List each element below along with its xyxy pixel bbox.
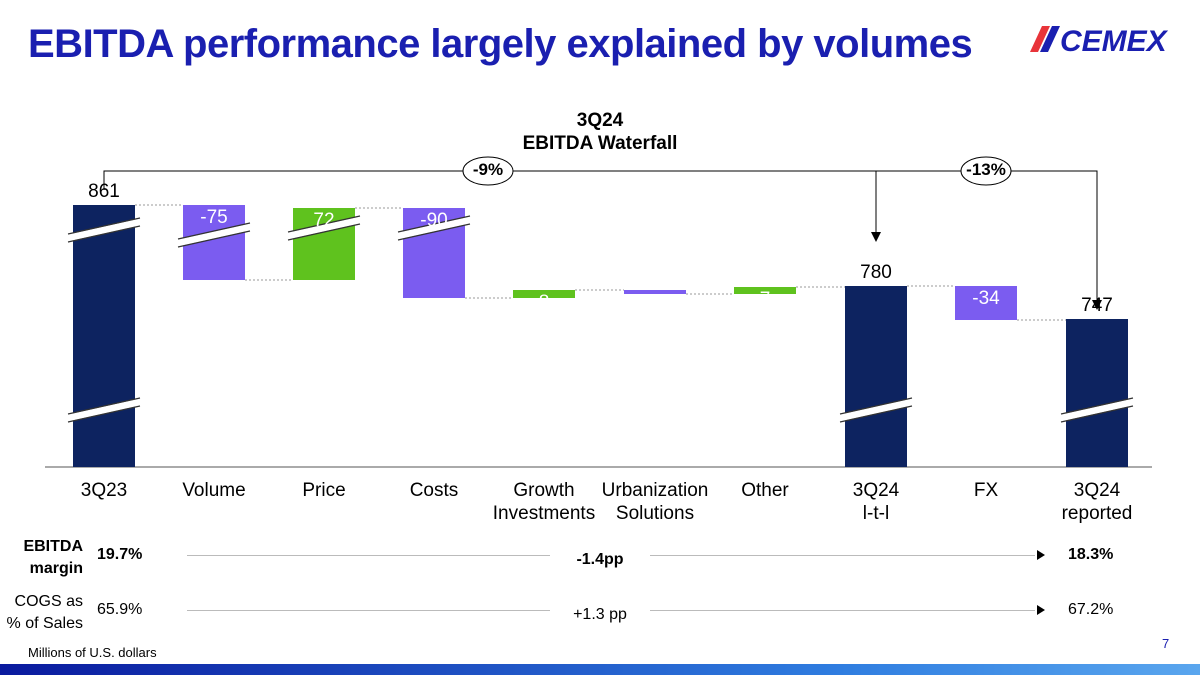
- arrow-head: [1092, 300, 1102, 310]
- axis-break-line: [67, 225, 141, 243]
- data-label: 861: [88, 181, 120, 202]
- data-label: 8: [538, 292, 550, 313]
- data-label: -34: [972, 288, 1000, 309]
- axis-break-mask: [67, 398, 141, 422]
- svg-text:CEMEX: CEMEX: [1060, 25, 1169, 58]
- data-label: 747: [1081, 295, 1113, 316]
- data-label: -75: [200, 207, 228, 228]
- metric-line: [650, 610, 1035, 611]
- category-label: Price: [302, 480, 346, 501]
- axis-break-line: [397, 215, 471, 233]
- bar-7: [845, 286, 907, 467]
- category-label: 3Q24: [852, 480, 900, 501]
- data-label: -90: [420, 210, 448, 231]
- axis-break-mask: [287, 216, 361, 240]
- axis-break-line: [1060, 397, 1134, 415]
- axis-break-mask: [839, 398, 913, 422]
- axis-break-mask: [397, 216, 471, 240]
- bar-5: [624, 290, 686, 294]
- axis-break-line: [397, 223, 471, 241]
- category-label: l-t-l: [862, 503, 890, 524]
- category-label: Volume: [182, 480, 246, 501]
- metric-end: 18.3%: [1068, 546, 1114, 563]
- axis-break-line: [839, 397, 913, 415]
- bar-9: [1066, 319, 1128, 467]
- arrow-head: [1037, 550, 1045, 560]
- axis-break-line: [287, 215, 361, 233]
- change-label: -13%: [966, 160, 1006, 179]
- bar-8: [955, 286, 1017, 320]
- category-label: Investments: [492, 503, 596, 524]
- arrow-head: [1037, 605, 1045, 615]
- axis-break-line: [67, 405, 141, 423]
- category-label: 3Q24: [1073, 480, 1121, 501]
- category-label: Solutions: [615, 503, 695, 524]
- axis-break-line: [67, 397, 141, 415]
- bar-4: [513, 290, 575, 298]
- axis-break-line: [177, 230, 251, 248]
- bracket-line: [103, 170, 1098, 300]
- category-label: Costs: [409, 480, 459, 501]
- data-label: -4: [646, 292, 664, 313]
- arrow-head: [871, 232, 881, 242]
- axis-break-line: [67, 217, 141, 235]
- change-badge: [960, 156, 1012, 186]
- data-label: 7: [759, 289, 771, 310]
- axis-break-mask: [177, 223, 251, 247]
- metric-line: [650, 555, 1035, 556]
- cemex-logo: CEMEX: [1030, 25, 1169, 58]
- data-label: 780: [860, 262, 892, 283]
- metric-line: [187, 610, 550, 611]
- metric-start: 65.9%: [97, 601, 143, 618]
- page-number: 7: [1162, 636, 1170, 651]
- change-label: -9%: [472, 160, 504, 179]
- metric-change: -1.4pp: [576, 551, 624, 568]
- axis-break-line: [839, 405, 913, 423]
- change-badge: [462, 156, 514, 186]
- category-label: FX: [973, 480, 999, 501]
- waterfall-chart: [45, 156, 1152, 468]
- bar-0: [73, 205, 135, 467]
- metric-label: margin: [29, 560, 83, 577]
- category-label: Growth: [513, 480, 575, 501]
- metric-start: 19.7%: [97, 546, 143, 563]
- chart-subtitle: EBITDA Waterfall: [522, 133, 678, 154]
- axis-break-mask: [67, 218, 141, 242]
- category-label: 3Q23: [80, 480, 128, 501]
- category-label: reported: [1061, 503, 1133, 524]
- footer-bar: [0, 664, 1200, 675]
- axis-break-line: [177, 222, 251, 240]
- axis-break-line: [287, 223, 361, 241]
- metric-line: [187, 555, 550, 556]
- metric-change: +1.3 pp: [573, 606, 627, 623]
- category-label: Urbanization: [601, 480, 709, 501]
- axis-break-mask: [1060, 398, 1134, 422]
- metric-label: COGS as: [14, 593, 83, 610]
- metric-label: EBITDA: [23, 538, 83, 555]
- bar-6: [734, 287, 796, 294]
- metric-end: 67.2%: [1068, 601, 1114, 618]
- page-title: EBITDA performance largely explained by …: [28, 22, 973, 66]
- data-label: 72: [313, 210, 335, 231]
- footnote: Millions of U.S. dollars: [28, 645, 157, 660]
- chart-title: 3Q24: [576, 110, 624, 131]
- metric-label: % of Sales: [6, 615, 83, 632]
- axis-break-line: [1060, 405, 1134, 423]
- category-label: Other: [741, 480, 789, 501]
